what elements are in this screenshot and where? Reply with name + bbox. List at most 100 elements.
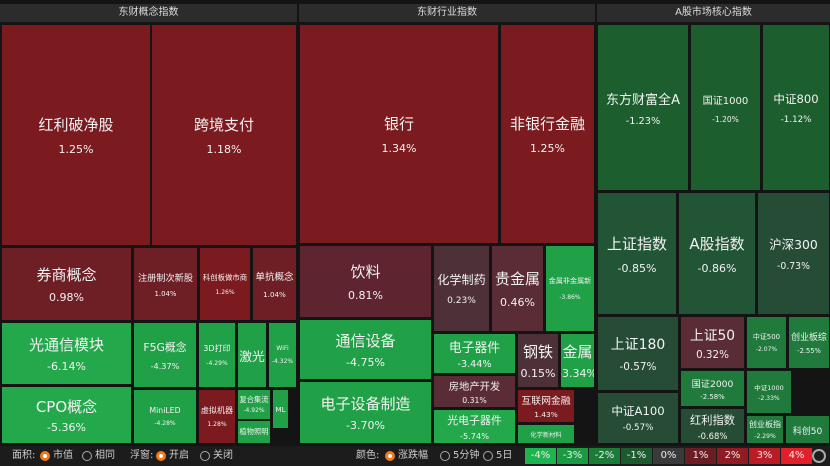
tile[interactable]: 创业板综 -2.55% xyxy=(788,316,830,369)
radio-label[interactable]: 市值 xyxy=(53,450,73,461)
tile[interactable]: 上证50 0.32% xyxy=(680,316,745,369)
tile-name: 金属非金属新 xyxy=(548,276,592,286)
legend-swatch: -4% xyxy=(525,448,556,464)
tile-name: 中证1000 xyxy=(754,383,784,392)
tile[interactable]: 国证1000 -1.20% xyxy=(690,24,761,191)
tile-name: 科创板做市商 xyxy=(202,272,248,282)
tile[interactable]: 中证A100 -0.57% xyxy=(597,392,679,444)
tile-change: -1.20% xyxy=(712,114,739,124)
tile[interactable]: 钢铁 0.15% xyxy=(517,333,559,388)
tile-name: 虚拟机器 xyxy=(200,406,234,416)
radio-label[interactable]: 相同 xyxy=(95,450,115,461)
legend-swatch: 1% xyxy=(685,448,716,464)
tile-name: 光电子器件 xyxy=(447,414,502,428)
radio-label[interactable]: 开启 xyxy=(169,450,189,461)
tile-name: ML xyxy=(275,404,286,414)
tile[interactable]: 沪深300 -0.73% xyxy=(757,192,830,315)
tile[interactable]: 电子设备制造 -3.70% xyxy=(299,381,432,444)
tile[interactable]: 通信设备 -4.75% xyxy=(299,319,432,380)
tile-name: 光通信模块 xyxy=(28,335,104,354)
tile-name: 化学新材料 xyxy=(530,431,562,439)
tile[interactable]: MiniLED -4.28% xyxy=(133,389,197,444)
tile[interactable]: 房地产开发 0.31% xyxy=(433,375,516,408)
tile[interactable]: 券商概念 0.98% xyxy=(1,247,132,321)
radio-button[interactable] xyxy=(385,451,395,461)
tile[interactable]: 电子器件 -3.44% xyxy=(433,333,516,374)
tile[interactable]: 跨境支付 1.18% xyxy=(151,24,297,246)
tile[interactable]: 科创50 xyxy=(785,415,830,444)
radio-label[interactable]: 5日 xyxy=(496,450,513,461)
tile[interactable]: 中证800 -1.12% xyxy=(762,24,830,191)
tile[interactable]: 注册制次新股 1.04% xyxy=(133,247,198,321)
tile[interactable]: 互联网金融 1.43% xyxy=(517,389,575,423)
tile[interactable]: 饮料 0.81% xyxy=(299,245,432,318)
radio-button[interactable] xyxy=(440,451,450,461)
radio-button[interactable] xyxy=(200,451,210,461)
radio-label[interactable]: 涨跌幅 xyxy=(398,450,428,461)
tile-change: 1.04% xyxy=(154,290,177,299)
tile-change: -3.44% xyxy=(457,359,492,371)
tile-name: 钢铁 xyxy=(522,343,553,362)
tile[interactable]: 创业板指 -2.29% xyxy=(746,415,784,444)
tile[interactable]: 非银行金融 1.25% xyxy=(500,24,595,244)
tile[interactable]: ML xyxy=(272,389,289,429)
tile[interactable]: A股指数 -0.86% xyxy=(678,192,756,315)
tile[interactable]: 化学新材料 xyxy=(517,424,575,444)
tile-name: 中证800 xyxy=(773,91,819,106)
tile-name: 激光 xyxy=(239,349,265,365)
tile-name: 红利指数 xyxy=(689,413,735,427)
tile-change: 0.23% xyxy=(447,295,476,306)
tile-name: 上证50 xyxy=(689,328,736,345)
tile-change: 0.81% xyxy=(348,288,383,302)
tile[interactable]: 红利指数 -0.68% xyxy=(680,408,745,444)
tile[interactable]: 中证500 -2.07% xyxy=(746,316,787,369)
legend-swatch: 3% xyxy=(749,448,780,464)
tile[interactable]: 贵金属 0.46% xyxy=(491,245,544,332)
tile-change: 0.32% xyxy=(696,348,729,361)
tile-change: -3.34% xyxy=(561,366,595,380)
settings-gear[interactable] xyxy=(812,449,826,463)
radio-label[interactable]: 5分钟 xyxy=(453,450,480,461)
tile-name: 券商概念 xyxy=(36,265,97,284)
tile-change: 1.34% xyxy=(381,142,417,155)
tile[interactable]: 植物照明 xyxy=(237,420,271,444)
tile[interactable]: 银行 1.34% xyxy=(299,24,499,244)
tile-change: -3.86% xyxy=(559,293,581,301)
tile-change: 1.18% xyxy=(206,143,242,156)
tile[interactable]: 3D打印 -4.29% xyxy=(198,322,236,388)
tile[interactable]: 国证2000 -2.58% xyxy=(680,370,745,407)
tile[interactable]: 单抗概念 1.04% xyxy=(252,247,297,321)
tile[interactable]: 光电子器件 -5.74% xyxy=(433,409,516,444)
tile-name: MiniLED xyxy=(149,406,181,416)
tile[interactable]: F5G概念 -4.37% xyxy=(133,322,197,388)
tile[interactable]: 金属 -3.34% xyxy=(560,333,595,388)
tile-name: 国证1000 xyxy=(702,95,749,107)
tile[interactable]: 红利破净股 1.25% xyxy=(1,24,151,246)
tile[interactable]: WiFi -4.32% xyxy=(268,322,297,388)
tile[interactable]: 激光 xyxy=(237,322,267,388)
tile[interactable]: 上证180 -0.57% xyxy=(597,316,679,391)
radio-button[interactable] xyxy=(156,451,166,461)
tile[interactable]: 虚拟机器 1.28% xyxy=(198,389,236,444)
tile[interactable]: 科创板做市商 1.26% xyxy=(199,247,251,321)
radio-button[interactable] xyxy=(483,451,493,461)
tile-change: -5.36% xyxy=(47,421,86,435)
tile-name: 注册制次新股 xyxy=(137,272,194,284)
tile-name: WiFi xyxy=(276,345,289,353)
radio-button[interactable] xyxy=(82,451,92,461)
tile[interactable]: 东方财富全A -1.23% xyxy=(597,24,689,191)
tile-name: 沪深300 xyxy=(769,237,818,252)
tile-name: 科创50 xyxy=(792,426,823,437)
radio-label[interactable]: 关闭 xyxy=(213,450,233,461)
tile-change: -2.58% xyxy=(700,393,725,402)
tile[interactable]: 中证1000 -2.33% xyxy=(746,370,792,414)
panel-title: 东财行业指数 xyxy=(299,4,595,22)
tile[interactable]: CPO概念 -5.36% xyxy=(1,386,132,444)
tile[interactable]: 化学制药 0.23% xyxy=(433,245,490,332)
radio-button[interactable] xyxy=(40,451,50,461)
tile[interactable]: 复合集流 -4.92% xyxy=(237,389,271,420)
tile[interactable]: 上证指数 -0.85% xyxy=(597,192,677,315)
tile[interactable]: 光通信模块 -6.14% xyxy=(1,322,132,385)
tile-name: F5G概念 xyxy=(143,341,187,355)
tile[interactable]: 金属非金属新 -3.86% xyxy=(545,245,595,332)
